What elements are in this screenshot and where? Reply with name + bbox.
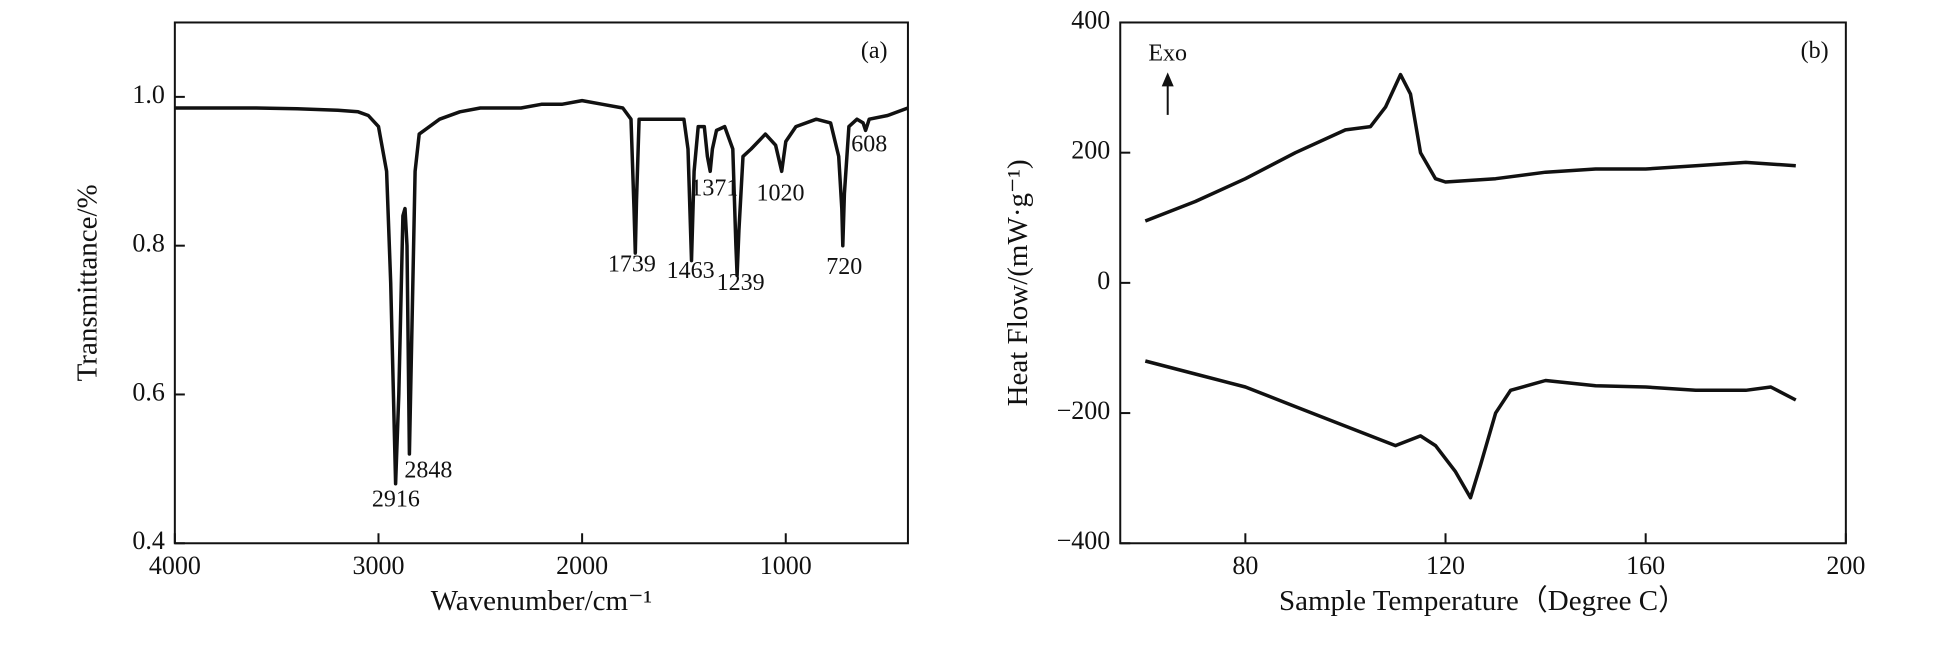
x-tick-label: 3000 bbox=[352, 551, 404, 580]
x-axis-label: Wavenumber/cm⁻¹ bbox=[431, 585, 652, 617]
x-tick-label: 120 bbox=[1426, 551, 1465, 580]
y-tick-label: 0.6 bbox=[132, 377, 165, 406]
annotation: 2848 bbox=[404, 458, 452, 484]
spectrum-line bbox=[174, 98, 909, 486]
y-axis-label: Heat Flow/(mW·g⁻¹) bbox=[1002, 159, 1034, 406]
exo-arrowhead bbox=[1161, 72, 1174, 87]
annotation: 2916 bbox=[372, 486, 420, 512]
plot-frame bbox=[173, 21, 909, 545]
x-tick-label: 1000 bbox=[760, 551, 812, 580]
y-tick-label: −400 bbox=[1057, 526, 1111, 555]
x-tick-label: 200 bbox=[1826, 551, 1865, 580]
y-tick-label: 1.0 bbox=[132, 80, 165, 109]
x-axis-label: Sample Temperature（Degree C） bbox=[1279, 585, 1687, 617]
x-tick-label: 2000 bbox=[556, 551, 608, 580]
y-tick-label: −200 bbox=[1057, 396, 1111, 425]
annotation: Exo bbox=[1148, 40, 1187, 66]
annotation: 1463 bbox=[667, 258, 715, 284]
x-tick-label: 160 bbox=[1626, 551, 1665, 580]
y-tick-label: 200 bbox=[1071, 136, 1110, 165]
y-tick-label: 0.4 bbox=[132, 526, 165, 555]
annotation: (a) bbox=[861, 38, 888, 64]
spectrum-line bbox=[1144, 359, 1797, 500]
annotation: 720 bbox=[826, 254, 862, 280]
spectrum-line bbox=[1144, 72, 1796, 223]
annotation: 608 bbox=[851, 132, 887, 158]
x-tick-label: 4000 bbox=[149, 551, 201, 580]
y-tick-label: 0 bbox=[1097, 266, 1110, 295]
panel: 80 120 160 200 −400 −200 0 200 400 Sample Tempera… bbox=[1002, 5, 1865, 616]
annotation: (b) bbox=[1801, 38, 1829, 64]
annotation: 1739 bbox=[608, 252, 656, 278]
x-tick-label: 80 bbox=[1232, 551, 1258, 580]
panel: 4000 3000 2000 1000 0.4 0.6 0.8 1.0 Wavenumber/c… bbox=[71, 21, 909, 617]
annotation: 1371 bbox=[690, 175, 738, 201]
y-tick-label: 400 bbox=[1071, 5, 1110, 34]
y-axis-label: Transmittance/% bbox=[71, 184, 103, 381]
annotation: 1020 bbox=[757, 180, 805, 206]
annotation: 1239 bbox=[717, 270, 765, 296]
y-tick-label: 0.8 bbox=[132, 229, 165, 258]
plot-frame bbox=[1119, 21, 1847, 545]
